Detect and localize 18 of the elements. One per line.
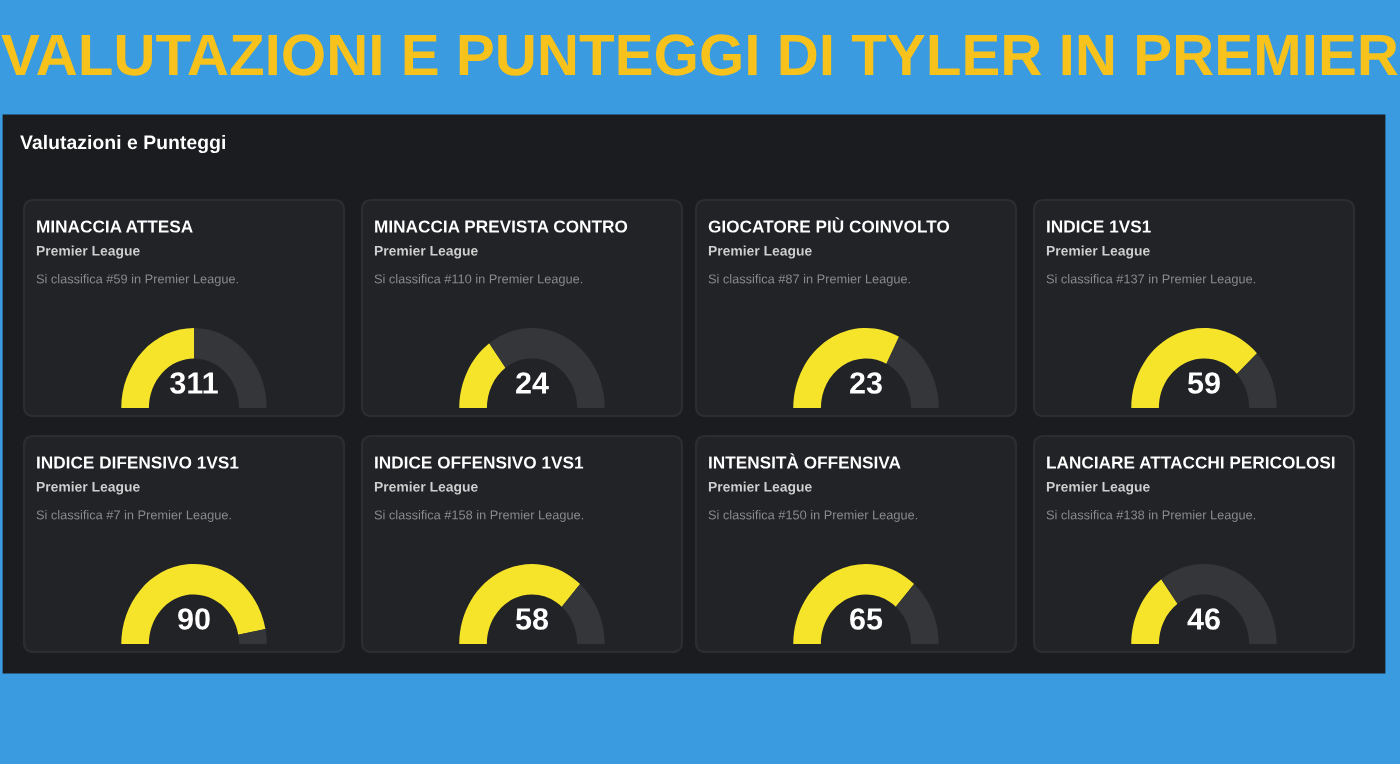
text: VALUTAZIONI E PUNTEGGI DI TYLER IN PREMIER	[1, 34, 1398, 76]
text: 58	[515, 608, 549, 630]
chart-title: MINACCIA ATTESA	[37, 220, 193, 233]
text: 59	[1187, 372, 1220, 394]
chart-title: GIOCATORE PIÙ COINVOLTO	[708, 217, 950, 233]
text: 65	[850, 608, 883, 630]
text: 46	[1187, 608, 1220, 630]
chart-title: MINACCIA PREVISTA CONTRO	[375, 220, 628, 233]
chart-title: LANCIARE ATTACCHI PERICOLOSI	[1047, 456, 1335, 469]
chart-title: INDICE DIFENSIVO 1VS1	[37, 456, 239, 469]
chart-title: INDICE 1VS1	[1047, 220, 1151, 233]
text: 90	[178, 608, 210, 630]
text: 23	[850, 372, 882, 394]
chart-title: INTENSITÀ OFFENSIVA	[709, 453, 901, 469]
text: 24	[516, 372, 549, 394]
text: Valutazioni e Punteggi	[20, 134, 225, 154]
text: 311	[170, 372, 218, 394]
chart-title: INDICE OFFENSIVO 1VS1	[375, 456, 584, 469]
